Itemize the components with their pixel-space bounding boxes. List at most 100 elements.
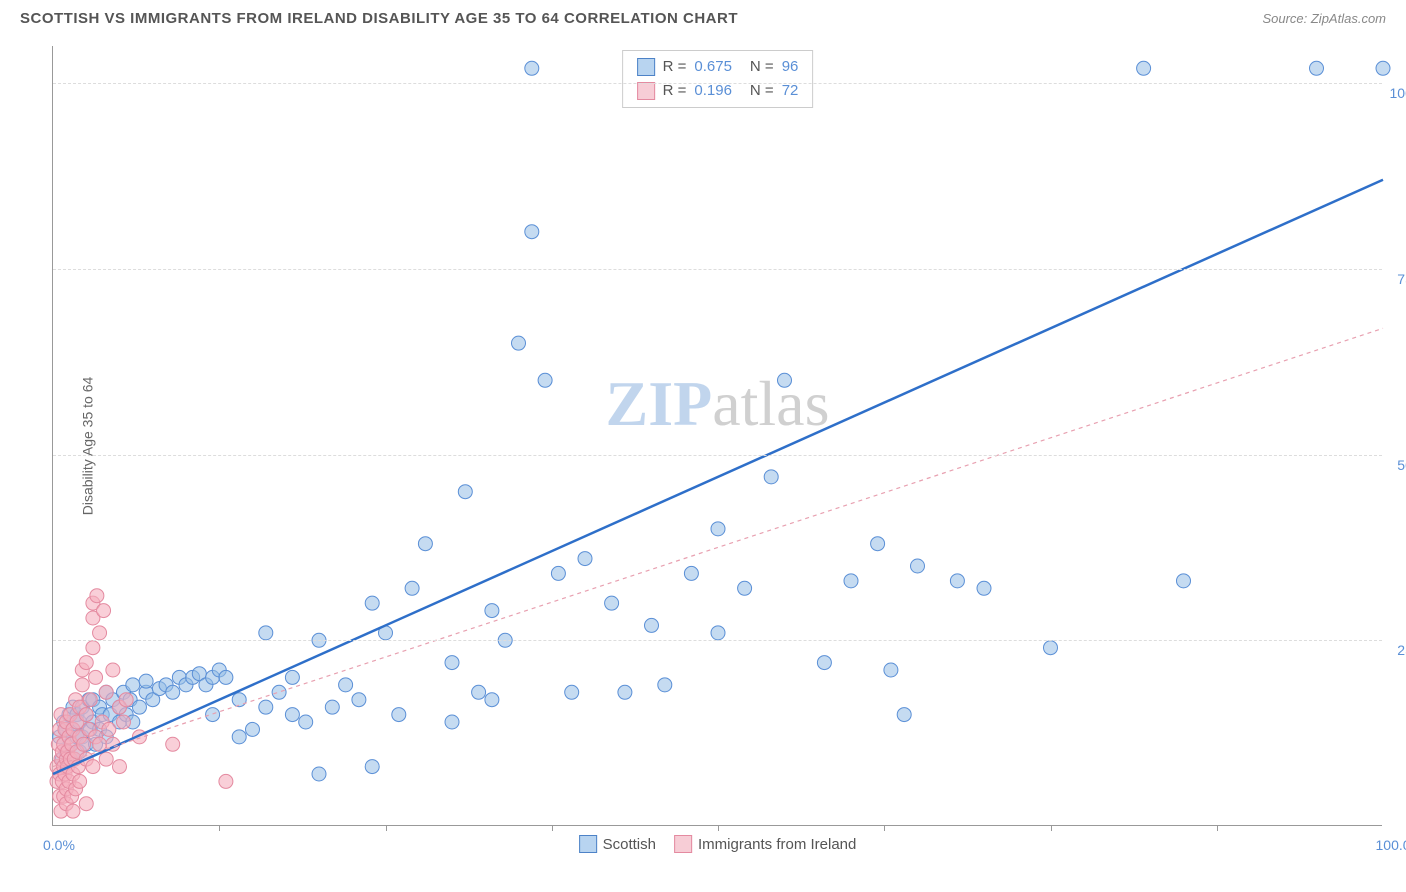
data-point [565, 685, 579, 699]
data-point [871, 537, 885, 551]
data-point [578, 552, 592, 566]
data-point [206, 708, 220, 722]
x-minor-tick [884, 825, 885, 831]
x-minor-tick [718, 825, 719, 831]
data-point [405, 581, 419, 595]
data-point [1137, 61, 1151, 75]
data-point [897, 708, 911, 722]
y-tick-label: 25.0% [1397, 642, 1406, 658]
legend-series-item: Scottish [579, 835, 656, 853]
data-point [392, 708, 406, 722]
x-tick-label: 0.0% [43, 837, 75, 853]
data-point [166, 685, 180, 699]
data-point [645, 618, 659, 632]
data-point [102, 722, 116, 736]
data-point [246, 722, 260, 736]
data-point [139, 674, 153, 688]
data-point [658, 678, 672, 692]
data-point [132, 700, 146, 714]
data-point [551, 566, 565, 580]
gridline-h [53, 640, 1382, 641]
data-point [79, 656, 93, 670]
data-point [339, 678, 353, 692]
data-point [77, 737, 91, 751]
data-point [299, 715, 313, 729]
data-point [525, 225, 539, 239]
data-point [219, 670, 233, 684]
legend-r-value: 0.675 [694, 55, 732, 79]
legend-swatch [637, 82, 655, 100]
legend-r-label: R = [663, 55, 687, 79]
data-point [93, 737, 107, 751]
data-point [272, 685, 286, 699]
data-point [365, 596, 379, 610]
legend-swatch [674, 835, 692, 853]
legend-swatch [637, 58, 655, 76]
data-point [472, 685, 486, 699]
data-point [285, 708, 299, 722]
x-minor-tick [1051, 825, 1052, 831]
data-point [445, 715, 459, 729]
y-tick-label: 50.0% [1397, 457, 1406, 473]
legend-series-label: Scottish [603, 836, 656, 853]
data-point [618, 685, 632, 699]
data-point [259, 626, 273, 640]
data-point [89, 670, 103, 684]
chart-title: SCOTTISH VS IMMIGRANTS FROM IRELAND DISA… [20, 10, 738, 27]
gridline-h [53, 269, 1382, 270]
x-minor-tick [386, 825, 387, 831]
data-point [977, 581, 991, 595]
data-point [738, 581, 752, 595]
legend-correlation: R =0.675N =96R =0.196N =72 [622, 50, 814, 108]
data-point [73, 774, 87, 788]
y-tick-label: 100.0% [1390, 85, 1406, 101]
data-point [950, 574, 964, 588]
chart-plot-area: ZIPatlas R =0.675N =96R =0.196N =72 Scot… [52, 46, 1382, 826]
legend-series-label: Immigrants from Ireland [698, 836, 856, 853]
data-point [1044, 641, 1058, 655]
data-point [219, 774, 233, 788]
data-point [97, 604, 111, 618]
data-point [605, 596, 619, 610]
legend-row: R = 0.675 N = 96 [637, 55, 799, 79]
data-point [844, 574, 858, 588]
data-point [106, 663, 120, 677]
y-tick-label: 75.0% [1397, 271, 1406, 287]
data-point [778, 373, 792, 387]
data-point [86, 760, 100, 774]
gridline-h [53, 83, 1382, 84]
data-point [166, 737, 180, 751]
legend-series: Scottish Immigrants from Ireland [579, 835, 857, 853]
legend-n-value: 96 [782, 55, 799, 79]
data-point [93, 626, 107, 640]
data-point [525, 61, 539, 75]
data-point [285, 670, 299, 684]
data-point [116, 715, 130, 729]
data-point [512, 336, 526, 350]
data-point [99, 685, 113, 699]
data-point [75, 678, 89, 692]
data-point [90, 589, 104, 603]
data-point [711, 626, 725, 640]
data-point [352, 693, 366, 707]
trend-line [53, 328, 1383, 766]
data-point [126, 678, 140, 692]
data-point [1376, 61, 1390, 75]
data-point [113, 760, 127, 774]
data-point [911, 559, 925, 573]
data-point [884, 663, 898, 677]
data-point [232, 693, 246, 707]
data-point [684, 566, 698, 580]
data-point [1177, 574, 1191, 588]
data-point [711, 522, 725, 536]
data-point [764, 470, 778, 484]
source-attribution: Source: ZipAtlas.com [1262, 11, 1386, 26]
gridline-h [53, 455, 1382, 456]
data-point [485, 604, 499, 618]
legend-n-label: N = [750, 55, 774, 79]
x-minor-tick [1217, 825, 1218, 831]
data-point [458, 485, 472, 499]
x-tick-label: 100.0% [1376, 837, 1406, 853]
data-point [445, 656, 459, 670]
x-minor-tick [552, 825, 553, 831]
